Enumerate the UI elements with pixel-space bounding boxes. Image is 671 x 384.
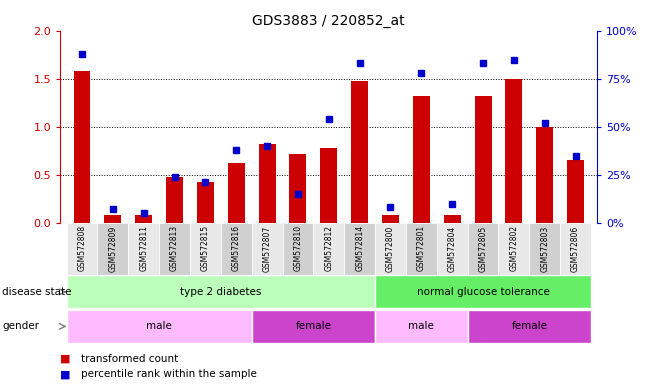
- Bar: [560, 223, 591, 275]
- Text: percentile rank within the sample: percentile rank within the sample: [81, 369, 256, 379]
- Text: ■: ■: [60, 354, 71, 364]
- Bar: [474, 96, 492, 223]
- Text: GSM572816: GSM572816: [231, 225, 241, 271]
- Bar: [282, 223, 313, 275]
- Bar: [97, 223, 128, 275]
- Text: GSM572802: GSM572802: [509, 225, 519, 271]
- Text: transformed count: transformed count: [81, 354, 178, 364]
- Text: GSM572814: GSM572814: [355, 225, 364, 271]
- Text: female: female: [295, 321, 331, 331]
- Bar: [567, 161, 584, 223]
- Text: male: male: [409, 321, 434, 331]
- Bar: [159, 223, 190, 275]
- Text: ■: ■: [60, 369, 71, 379]
- Bar: [74, 71, 91, 223]
- Bar: [344, 223, 375, 275]
- Bar: [190, 223, 221, 275]
- Bar: [505, 79, 523, 223]
- Text: type 2 diabetes: type 2 diabetes: [180, 287, 262, 297]
- Bar: [128, 223, 159, 275]
- Bar: [252, 223, 282, 275]
- Bar: [529, 223, 560, 275]
- Text: GSM572803: GSM572803: [540, 225, 550, 271]
- Bar: [406, 223, 437, 275]
- Bar: [351, 81, 368, 223]
- Bar: [227, 163, 245, 223]
- Bar: [468, 310, 591, 343]
- Bar: [66, 275, 375, 308]
- Text: normal glucose tolerance: normal glucose tolerance: [417, 287, 550, 297]
- Bar: [536, 127, 553, 223]
- Bar: [413, 96, 430, 223]
- Bar: [252, 310, 375, 343]
- Text: GSM572812: GSM572812: [324, 225, 333, 271]
- Bar: [197, 182, 214, 223]
- Text: GSM572815: GSM572815: [201, 225, 210, 271]
- Bar: [135, 215, 152, 223]
- Bar: [375, 223, 406, 275]
- Text: GSM572804: GSM572804: [448, 225, 457, 271]
- Bar: [382, 215, 399, 223]
- Bar: [66, 310, 252, 343]
- Bar: [444, 215, 461, 223]
- Bar: [375, 275, 591, 308]
- Text: GSM572807: GSM572807: [262, 225, 272, 271]
- Title: GDS3883 / 220852_at: GDS3883 / 220852_at: [252, 14, 405, 28]
- Bar: [437, 223, 468, 275]
- Text: GSM572806: GSM572806: [571, 225, 580, 271]
- Text: female: female: [511, 321, 548, 331]
- Bar: [105, 215, 121, 223]
- Text: GSM572808: GSM572808: [77, 225, 87, 271]
- Text: GSM572800: GSM572800: [386, 225, 395, 271]
- Text: GSM572809: GSM572809: [108, 225, 117, 271]
- Text: GSM572810: GSM572810: [293, 225, 303, 271]
- Text: male: male: [146, 321, 172, 331]
- Bar: [289, 154, 307, 223]
- Bar: [499, 223, 529, 275]
- Bar: [221, 223, 252, 275]
- Text: GSM572801: GSM572801: [417, 225, 426, 271]
- Text: disease state: disease state: [2, 287, 72, 297]
- Bar: [468, 223, 499, 275]
- Bar: [166, 177, 183, 223]
- Bar: [258, 144, 276, 223]
- Bar: [313, 223, 344, 275]
- Bar: [320, 148, 338, 223]
- Bar: [375, 310, 468, 343]
- Text: GSM572811: GSM572811: [139, 225, 148, 271]
- Text: GSM572813: GSM572813: [170, 225, 179, 271]
- Text: GSM572805: GSM572805: [478, 225, 488, 271]
- Bar: [66, 223, 97, 275]
- Text: gender: gender: [2, 321, 39, 331]
